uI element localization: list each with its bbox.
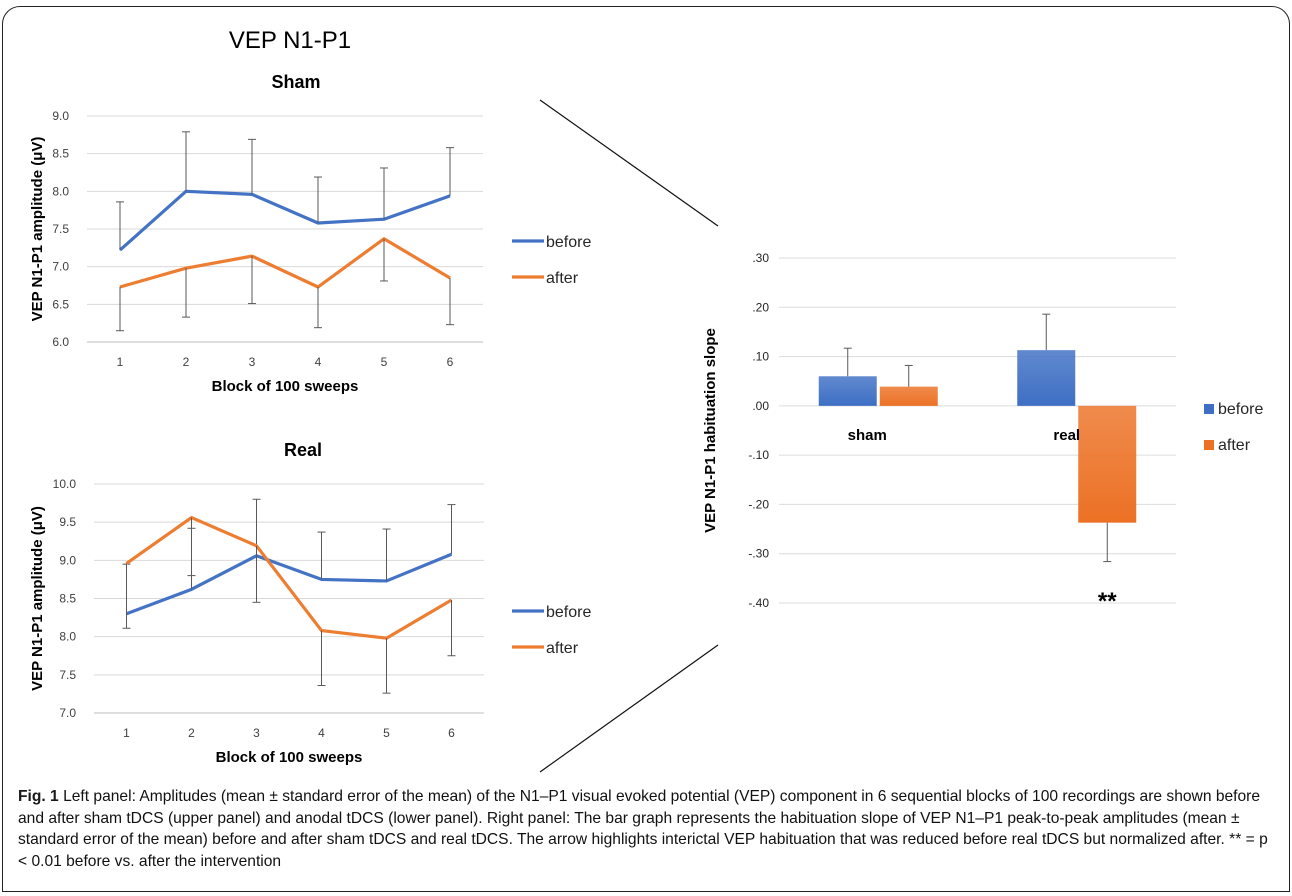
sham-ytick-label: 9.0	[52, 109, 69, 123]
bar-ytick-label: -.10	[748, 448, 769, 462]
bar-ytick-label: -.40	[748, 596, 769, 610]
bar-category-label-sham: sham	[848, 427, 887, 444]
sham-xtick-label: 2	[183, 355, 190, 369]
real-ytick-label: 10.0	[53, 477, 77, 491]
sham-legend-label-after: after	[546, 270, 579, 287]
bar-legend-swatch-after	[1204, 440, 1214, 450]
real-legend-label-after: after	[546, 640, 579, 657]
sham-xtick-label: 6	[447, 355, 454, 369]
real-ytick-label: 9.0	[59, 553, 76, 567]
bar-legend-label-after: after	[1218, 437, 1251, 454]
real-ytick-label: 9.5	[59, 515, 76, 529]
sham-legend-label-before: before	[546, 234, 591, 251]
real-series-line-after	[127, 518, 452, 639]
sham-xtick-label: 5	[381, 355, 388, 369]
connector-line-top	[540, 100, 718, 226]
sham-ytick-label: 7.5	[52, 222, 69, 236]
real-ytick-label: 8.5	[59, 592, 76, 606]
bar-ytick-label: .10	[752, 350, 769, 364]
real-xtick-label: 1	[123, 726, 130, 740]
real-xaxis-label: Block of 100 sweeps	[216, 749, 363, 766]
bar-ytick-label: -.30	[748, 547, 769, 561]
sham-ytick-label: 7.0	[52, 260, 69, 274]
connector-line-bottom	[540, 645, 718, 772]
real-legend-label-before: before	[546, 604, 591, 621]
real-ytick-label: 8.0	[59, 630, 76, 644]
bar-legend-label-before: before	[1218, 401, 1263, 418]
sham-series-line-after	[120, 239, 450, 287]
sham-series-line-before	[120, 191, 450, 250]
sham-xtick-label: 1	[117, 355, 124, 369]
real-line-chart: Real 7.0 7.5 8.0 8.5 9.0 9.5 10.0 1 2 3 4 5 6 Block of…	[29, 440, 591, 766]
bar-category-label-real: real	[1053, 427, 1080, 444]
figure-canvas: VEP N1-P1 Sham 6.0 6.5 7.0 7.5 8.0 8.5 9.0 1 2 3 4 5…	[0, 0, 1292, 780]
real-yaxis-label: VEP N1-P1 amplitude (μV)	[29, 506, 46, 691]
real-chart-title: Real	[284, 440, 322, 460]
bar-real-after	[1078, 406, 1136, 523]
sham-xaxis-label: Block of 100 sweeps	[212, 378, 359, 395]
bar-ytick-label: .30	[752, 251, 769, 265]
caption-text: Left panel: Amplitudes (mean ± standard …	[18, 788, 1268, 870]
bar-real-before	[1017, 350, 1075, 406]
sham-yaxis-label: VEP N1-P1 amplitude (μV)	[29, 137, 46, 322]
real-xtick-label: 6	[448, 726, 455, 740]
bar-ytick-label: .20	[752, 300, 769, 314]
significance-annotation: **	[1098, 588, 1117, 615]
sham-line-chart: Sham 6.0 6.5 7.0 7.5 8.0 8.5 9.0 1 2 3 4 5 6 Block of …	[29, 72, 591, 395]
real-xtick-label: 3	[253, 726, 260, 740]
sham-ytick-label: 8.0	[52, 184, 69, 198]
bar-legend-swatch-before	[1204, 404, 1214, 414]
sham-xtick-label: 4	[315, 355, 322, 369]
bar-ytick-label: -.20	[748, 497, 769, 511]
sham-ytick-label: 6.0	[52, 335, 69, 349]
figure-title: VEP N1-P1	[229, 27, 351, 54]
real-ytick-label: 7.5	[59, 668, 76, 682]
real-xtick-label: 5	[383, 726, 390, 740]
bar-sham-after	[880, 387, 938, 406]
habituation-bar-chart: .30 .20 .10 .00 -.10 -.20 -.30 -.40 VEP N1-P1 ha…	[702, 251, 1263, 615]
sham-chart-title: Sham	[271, 72, 320, 92]
bar-yaxis-label: VEP N1-P1 habituation slope	[702, 328, 719, 533]
real-ytick-label: 7.0	[59, 706, 76, 720]
bar-sham-before	[819, 376, 877, 406]
sham-ytick-label: 6.5	[52, 297, 69, 311]
sham-ytick-label: 8.5	[52, 147, 69, 161]
real-series-line-before	[127, 554, 452, 614]
bar-ytick-label: .00	[752, 399, 769, 413]
real-xtick-label: 2	[188, 726, 195, 740]
sham-xtick-label: 3	[249, 355, 256, 369]
real-xtick-label: 4	[318, 726, 325, 740]
figure-caption: Fig. 1 Left panel: Amplitudes (mean ± st…	[18, 786, 1280, 872]
caption-figure-label: Fig. 1	[18, 788, 59, 805]
